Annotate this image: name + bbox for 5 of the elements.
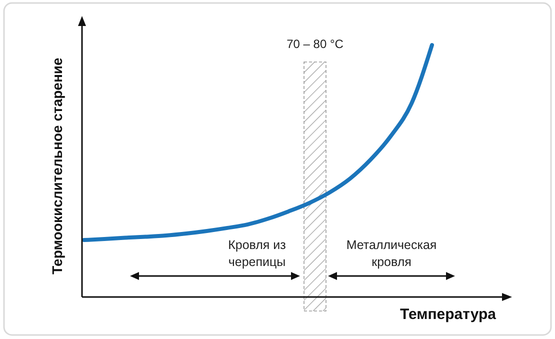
x-axis-title: Температура: [400, 306, 497, 323]
annotation: Кровля из черепицы: [228, 238, 286, 269]
y-axis-title: Термоокислительное старение: [49, 57, 65, 274]
annotation: 70 – 80 °C: [286, 37, 344, 51]
annotation: Металлическая кровля: [346, 238, 437, 269]
